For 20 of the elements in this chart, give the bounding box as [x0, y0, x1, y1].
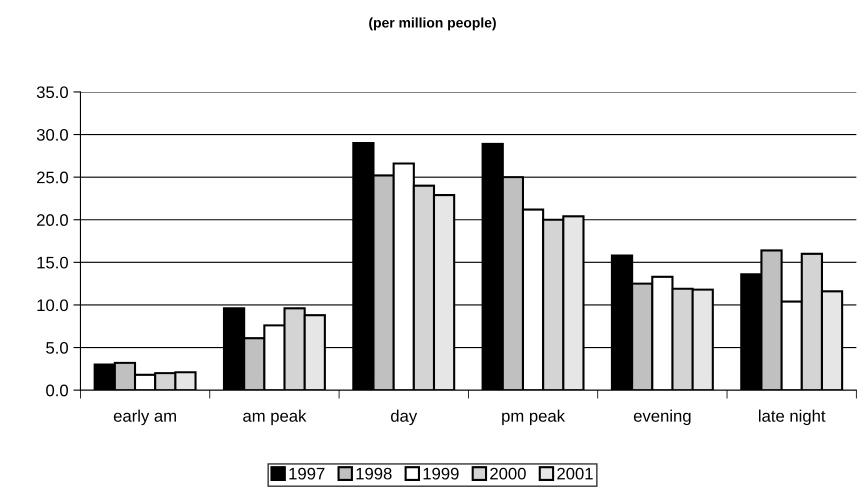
x-tick-label: late night: [758, 410, 826, 426]
x-tick-label: day: [391, 410, 418, 426]
chart-title: (per million people): [369, 17, 496, 30]
y-tick-label: 0.0: [46, 384, 68, 396]
y-tick-label: 25.0: [37, 172, 68, 184]
y-tick-label: 20.0: [37, 214, 68, 226]
x-tick-label: pm peak: [502, 410, 566, 426]
x-tick-label: evening: [634, 410, 690, 426]
legend-label: 2001: [557, 468, 593, 480]
legend-label: 1998: [356, 468, 392, 480]
y-tick-label: 35.0: [36, 86, 68, 98]
y-tick-label: 15.0: [37, 256, 68, 269]
y-tick-label: 5.0: [46, 342, 68, 354]
legend-label: 1999: [424, 468, 459, 480]
x-tick-label: early am: [114, 410, 176, 426]
y-tick-label: 30.0: [36, 128, 68, 141]
x-tick-label: am peak: [243, 410, 306, 426]
legend-label: 2000: [490, 468, 526, 480]
legend-label: 1997: [289, 468, 324, 480]
y-tick-label: 10.0: [37, 299, 68, 312]
